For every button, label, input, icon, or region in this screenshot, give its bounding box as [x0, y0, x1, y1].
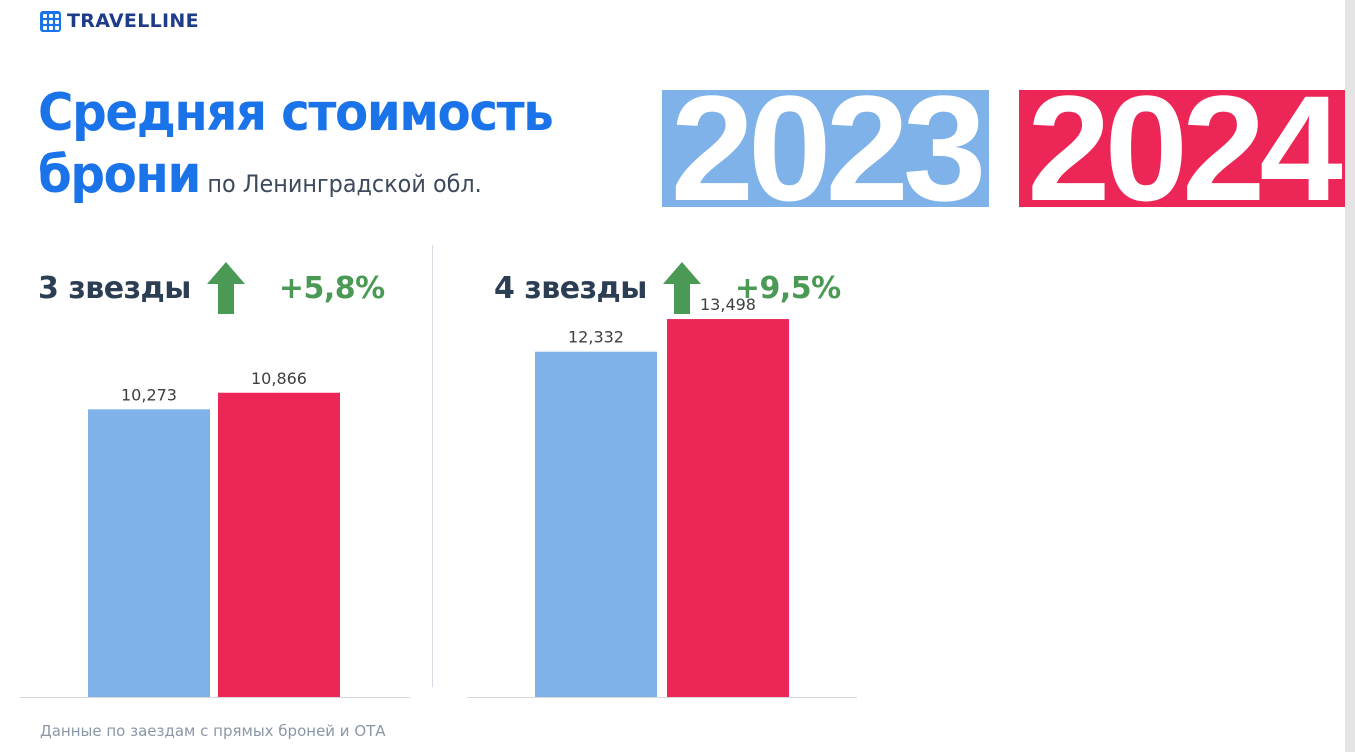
- growth-value-4-stars: +9,5%: [734, 270, 841, 306]
- year-2024-label: 2024: [1027, 90, 1343, 207]
- year-2023-label: 2023: [670, 90, 987, 207]
- arrow-up-icon: [206, 262, 245, 314]
- title-line-1: Средняя стоимость: [38, 83, 554, 143]
- data-label-2024: 10,866: [251, 369, 307, 388]
- scrollbar-track[interactable]: [1345, 0, 1355, 752]
- arrow-up-icon: [662, 262, 701, 314]
- growth-value-3-stars: +5,8%: [278, 270, 385, 306]
- year-2023-badge: 2023: [662, 90, 989, 207]
- page-title: Средняя стоимость брони по Ленинградской …: [38, 82, 554, 215]
- data-label-2024: 13,498: [700, 295, 756, 314]
- data-label-2023: 10,273: [121, 385, 177, 404]
- travelline-logo: TRAVELLINE: [40, 9, 199, 33]
- title-line-2: брони: [38, 145, 201, 205]
- footnote: Данные по заездам с прямых броней и ОТА: [40, 722, 386, 740]
- panel-label-3-stars: 3 звезды: [38, 270, 191, 306]
- chart-4-stars: 12,332 13,498: [467, 295, 857, 698]
- bar-2023: [535, 351, 657, 697]
- logo-grid-icon: [40, 10, 61, 32]
- panel-header-4-stars: 4 звезды +9,5%: [494, 262, 841, 314]
- year-2024-badge: 2024: [1019, 90, 1345, 207]
- bar-2023: [88, 409, 210, 697]
- bar-2024: [218, 392, 340, 697]
- chart-3-stars: 10,273 10,866: [20, 369, 410, 698]
- data-label-2023: 12,332: [568, 328, 624, 347]
- page-subtitle: по Ленинградской обл.: [207, 170, 482, 198]
- panel-header-3-stars: 3 звезды +5,8%: [38, 262, 385, 314]
- logo-text: TRAVELLINE: [67, 10, 199, 32]
- bar-2024: [667, 319, 789, 697]
- panel-divider: [432, 245, 433, 687]
- panel-label-4-stars: 4 звезды: [494, 270, 647, 306]
